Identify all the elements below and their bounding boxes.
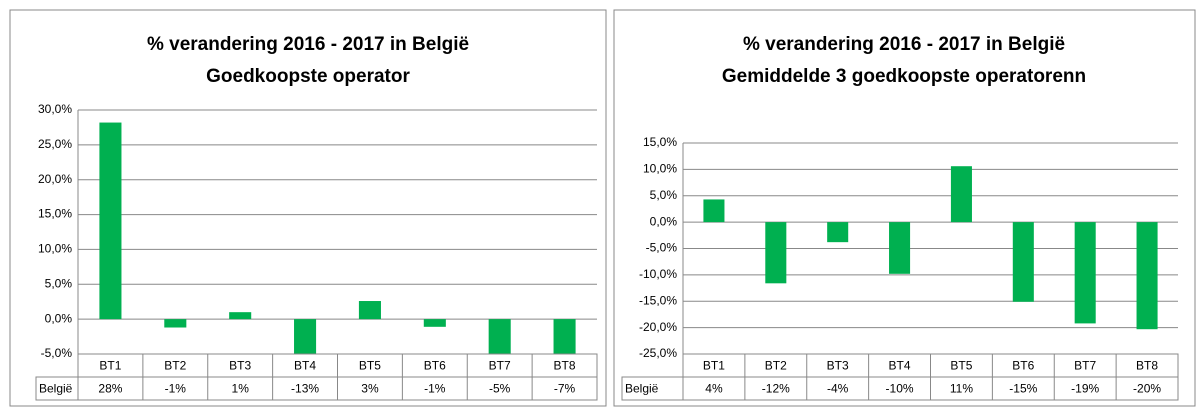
data-label: -13% xyxy=(291,382,319,396)
bars xyxy=(99,122,576,354)
x-tick-label: BT2 xyxy=(765,359,787,373)
bar xyxy=(703,199,725,223)
data-label: -7% xyxy=(554,382,576,396)
legend-label: België xyxy=(625,382,659,396)
y-tick-label: 30,0% xyxy=(38,102,72,116)
x-tick-label: BT1 xyxy=(703,359,725,373)
data-label: -19% xyxy=(1071,382,1099,396)
bar xyxy=(1074,222,1096,324)
x-tick-label: BT6 xyxy=(424,359,446,373)
x-tick-label: BT8 xyxy=(554,359,576,373)
bar xyxy=(164,319,187,328)
legend-label: België xyxy=(39,382,73,396)
y-tick-label: 20,0% xyxy=(38,172,72,186)
x-tick-label: BT6 xyxy=(1012,359,1034,373)
y-tick-label: 15,0% xyxy=(38,207,72,221)
data-label: -4% xyxy=(827,382,849,396)
y-tick-label: -25,0% xyxy=(639,346,677,360)
bar xyxy=(294,319,317,354)
table-border xyxy=(35,376,598,401)
y-tick-label: 25,0% xyxy=(38,137,72,151)
table-border xyxy=(621,376,1179,401)
bar xyxy=(1012,222,1034,302)
x-tick-label: BT2 xyxy=(164,359,186,373)
y-tick-label: 0,0% xyxy=(45,311,73,325)
y-tick-label: 0,0% xyxy=(650,214,678,228)
x-tick-label: BT7 xyxy=(1074,359,1096,373)
chart-title: % verandering 2016 - 2017 in België xyxy=(743,34,1065,55)
bars xyxy=(703,166,1158,330)
chart-frame xyxy=(9,9,607,407)
data-label: -20% xyxy=(1133,382,1161,396)
bar xyxy=(488,319,511,354)
x-tick-label: BT7 xyxy=(489,359,511,373)
data-label: -5% xyxy=(489,382,511,396)
bar xyxy=(950,166,972,223)
chart-subtitle: Goedkoopste operator xyxy=(206,66,410,87)
x-tick-label: BT1 xyxy=(99,359,121,373)
data-label: 4% xyxy=(705,382,723,396)
y-tick-label: -5,0% xyxy=(646,241,678,255)
y-tick-label: 10,0% xyxy=(38,242,72,256)
bar xyxy=(827,222,849,243)
bar xyxy=(553,319,576,354)
bar xyxy=(229,312,252,320)
x-tick-label: BT4 xyxy=(889,359,911,373)
x-tick-label: BT3 xyxy=(229,359,251,373)
bar xyxy=(1136,222,1158,330)
chart-subtitle: Gemiddelde 3 goedkoopste operatorenn xyxy=(722,66,1086,87)
data-label: -15% xyxy=(1009,382,1037,396)
chart-frame xyxy=(613,9,1196,407)
y-tick-label: 5,0% xyxy=(45,276,73,290)
y-tick-label: 10,0% xyxy=(643,162,677,176)
y-tick-label: -20,0% xyxy=(639,320,677,334)
data-label: 11% xyxy=(950,382,973,396)
x-tick-label: BT5 xyxy=(359,359,381,373)
bar xyxy=(99,122,122,320)
x-tick-label: BT3 xyxy=(827,359,849,373)
y-tick-label: -5,0% xyxy=(41,346,73,360)
data-label: -1% xyxy=(165,382,187,396)
x-tick-label: BT4 xyxy=(294,359,316,373)
y-tick-label: 5,0% xyxy=(650,188,678,202)
data-label: -1% xyxy=(424,382,446,396)
chart-title: % verandering 2016 - 2017 in België xyxy=(147,34,469,55)
bar xyxy=(358,301,381,320)
bar xyxy=(889,222,911,274)
x-tick-label: BT5 xyxy=(950,359,972,373)
data-label: -10% xyxy=(886,382,914,396)
data-label: 28% xyxy=(98,382,122,396)
y-tick-label: -10,0% xyxy=(639,267,677,281)
data-label: 1% xyxy=(232,382,250,396)
bar xyxy=(765,222,787,284)
data-label: -12% xyxy=(762,382,790,396)
bar xyxy=(423,319,446,327)
data-label: 3% xyxy=(361,382,379,396)
x-tick-label: BT8 xyxy=(1136,359,1158,373)
y-tick-label: -15,0% xyxy=(639,293,677,307)
y-tick-label: 15,0% xyxy=(643,135,677,149)
